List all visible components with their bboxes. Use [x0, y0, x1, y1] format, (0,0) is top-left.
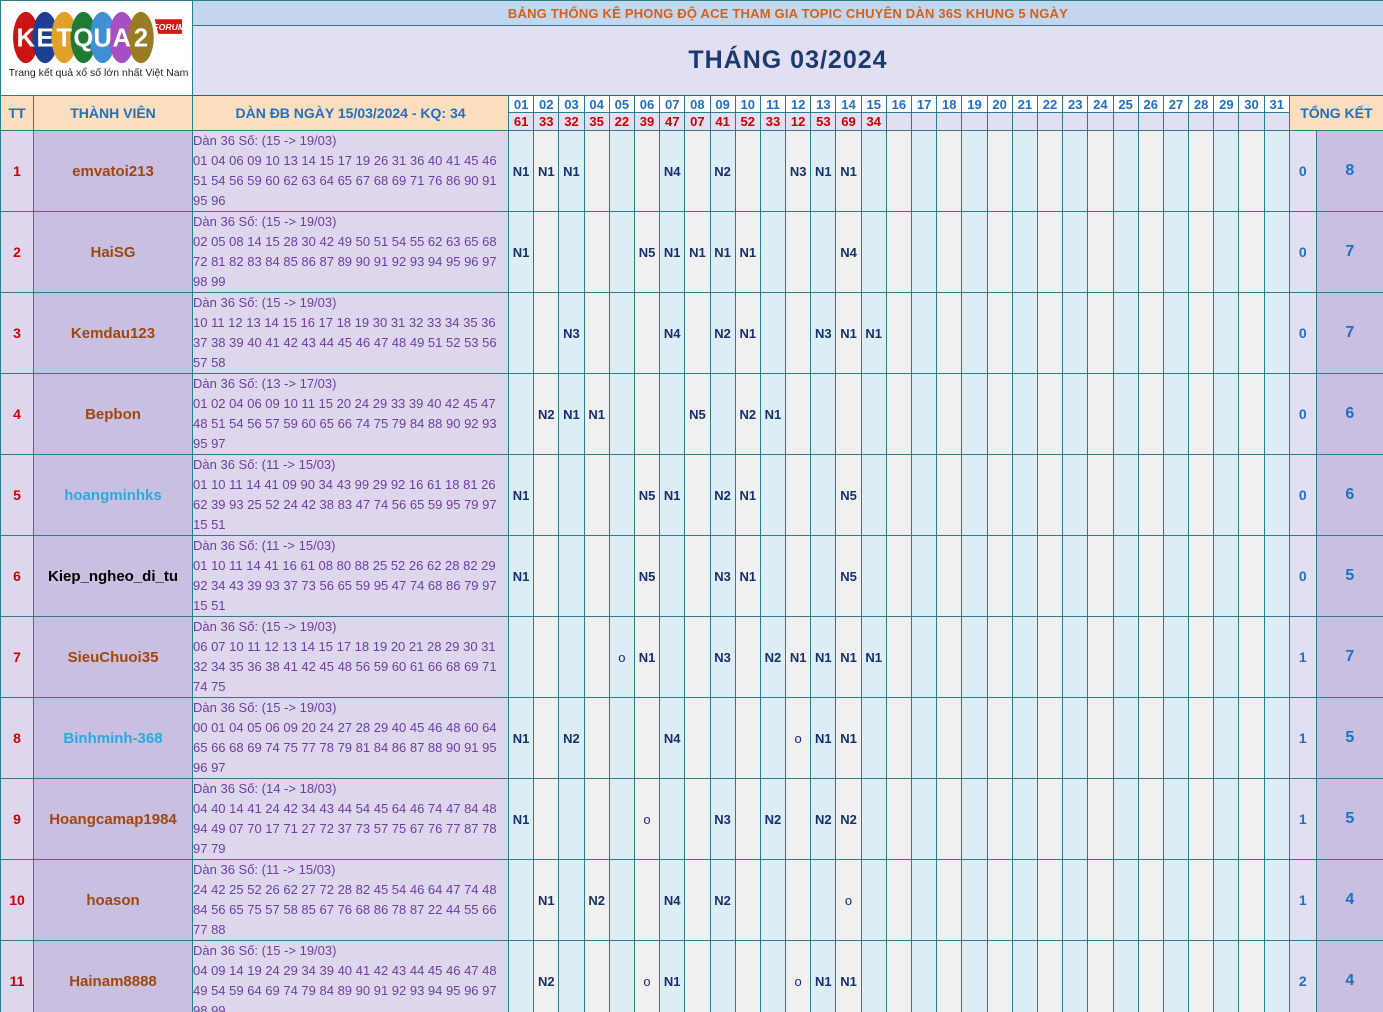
svg-text:Q: Q: [73, 25, 93, 53]
svg-text:K: K: [17, 25, 36, 53]
svg-text:U: U: [93, 25, 111, 53]
svg-text:E: E: [36, 25, 53, 53]
svg-text:T: T: [56, 25, 72, 53]
svg-text:FORUM: FORUM: [153, 22, 186, 32]
svg-text:2: 2: [134, 25, 148, 53]
svg-text:A: A: [113, 25, 131, 53]
